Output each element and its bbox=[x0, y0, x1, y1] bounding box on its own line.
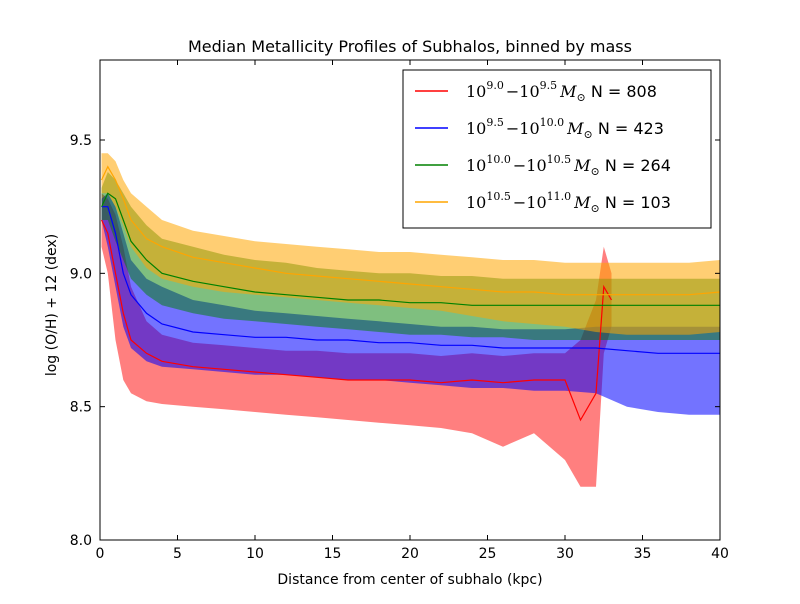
x-tick-label: 25 bbox=[479, 546, 497, 562]
series-2-band bbox=[101, 193, 720, 415]
x-axis-label: Distance from center of subhalo (kpc) bbox=[277, 572, 542, 588]
legend-entry-1: 109.0 −109.5 M⊙ N = 808 bbox=[466, 79, 657, 104]
series-1-median-line bbox=[100, 219, 613, 422]
y-tick-label: 8.0 bbox=[70, 533, 92, 549]
x-tick-label: 30 bbox=[556, 546, 574, 562]
series-3-median-line bbox=[100, 192, 720, 306]
lines-layer bbox=[100, 165, 721, 422]
series-2-median-line bbox=[101, 206, 720, 354]
y-axis-label: log (O/H) + 12 (dex) bbox=[44, 234, 60, 376]
y-tick-label: 9.5 bbox=[70, 133, 92, 149]
chart-title: Median Metallicity Profiles of Subhalos,… bbox=[188, 37, 632, 56]
x-tick-label: 10 bbox=[246, 546, 264, 562]
legend-frame bbox=[402, 69, 712, 229]
legend-entry-3: 1010.0 −1010.5 M⊙ N = 264 bbox=[466, 153, 671, 178]
x-tick-label: 40 bbox=[711, 546, 729, 562]
x-tick-label: 35 bbox=[634, 546, 652, 562]
x-tick-label: 20 bbox=[401, 546, 419, 562]
series-4-median-line bbox=[100, 165, 721, 296]
x-tick-label: 0 bbox=[96, 546, 105, 562]
bands-layer bbox=[101, 153, 720, 487]
legend-entry-4: 1010.5 −1011.0 M⊙ N = 103 bbox=[466, 190, 671, 215]
legend: 109.0 −109.5 M⊙ N = 808 109.5 −1010.0 M⊙ N = … bbox=[402, 69, 712, 229]
ticks-layer: 0 5 10 15 20 25 30 35 40 8.0 8.5 9.0 9.5 bbox=[70, 60, 729, 562]
x-tick-label: 5 bbox=[173, 546, 182, 562]
series-1-band bbox=[101, 193, 612, 487]
x-tick-label: 15 bbox=[324, 546, 342, 562]
series-4-band bbox=[101, 153, 720, 335]
legend-entry-2: 109.5 −1010.0 M⊙ N = 423 bbox=[466, 116, 664, 141]
y-tick-label: 8.5 bbox=[70, 400, 92, 416]
y-tick-label: 9.0 bbox=[70, 266, 92, 282]
